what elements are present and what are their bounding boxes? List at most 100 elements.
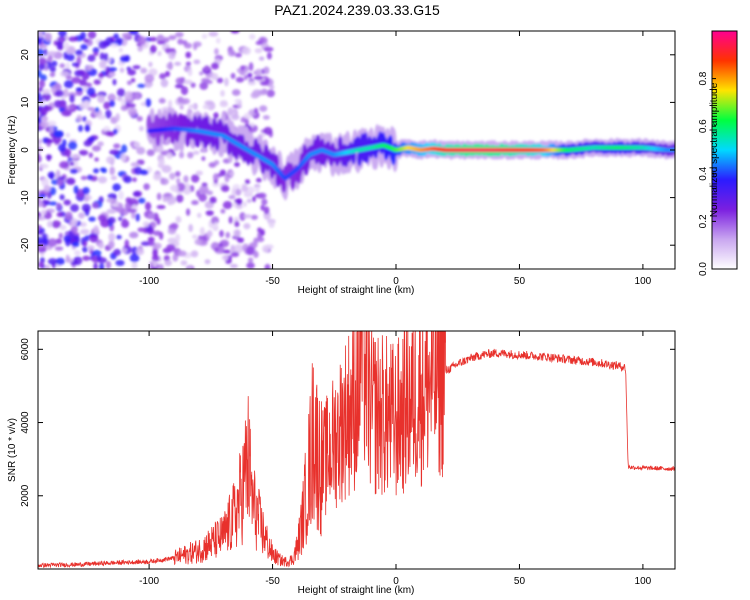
noise-blob xyxy=(215,37,221,44)
noise-blob xyxy=(128,31,139,36)
spectrogram-y-tick-label: 20 xyxy=(20,49,31,61)
noise-blob xyxy=(214,247,220,252)
noise-blob xyxy=(87,245,95,250)
noise-blob xyxy=(229,263,238,269)
noise-blob xyxy=(131,262,138,269)
noise-blob xyxy=(190,250,199,258)
noise-blob xyxy=(242,201,247,208)
noise-blob xyxy=(175,77,184,85)
noise-blob xyxy=(239,212,246,221)
noise-blob xyxy=(97,94,106,104)
ridge-mid xyxy=(155,131,161,147)
noise-blob xyxy=(91,202,99,209)
ridge-mid xyxy=(210,132,216,148)
noise-blob xyxy=(191,174,200,183)
noise-blob xyxy=(239,65,246,71)
noise-blob xyxy=(99,262,105,269)
noise-blob xyxy=(42,237,50,246)
noise-blob xyxy=(46,120,57,127)
snr-x-ticks: -100 -50 0 50 100 xyxy=(139,331,652,587)
noise-blob xyxy=(161,164,172,173)
noise-blob xyxy=(38,111,41,118)
noise-blob xyxy=(76,114,83,123)
noise-blob xyxy=(221,254,229,261)
noise-blob xyxy=(116,37,124,44)
spectrogram-y-tick-label: 10 xyxy=(20,96,31,108)
noise-blob xyxy=(108,232,116,242)
noise-blob xyxy=(239,70,246,76)
noise-blob xyxy=(107,208,114,214)
noise-blob xyxy=(247,72,253,78)
noise-blob xyxy=(204,259,211,265)
noise-blob xyxy=(214,48,219,55)
noise-blob xyxy=(63,199,72,206)
noise-blob xyxy=(159,73,167,80)
colorbar-tick-label: 0.6 xyxy=(698,119,709,133)
noise-blob xyxy=(116,96,123,102)
noise-blob xyxy=(174,84,184,89)
noise-blob xyxy=(187,265,193,269)
spectrogram-y-axis-label: Frequency (Hz) xyxy=(7,116,18,185)
noise-blob xyxy=(158,263,164,269)
noise-blob xyxy=(164,259,172,267)
noise-blob xyxy=(193,59,201,65)
noise-blob xyxy=(41,92,51,102)
noise-blob xyxy=(113,128,118,135)
noise-blob xyxy=(216,77,224,84)
noise-blob xyxy=(70,218,78,227)
noise-blob xyxy=(46,139,53,144)
noise-blob xyxy=(126,80,132,86)
noise-blob xyxy=(58,143,66,152)
noise-blob xyxy=(83,85,88,93)
noise-blob xyxy=(175,233,181,242)
noise-blob xyxy=(151,254,160,262)
noise-blob xyxy=(135,213,140,222)
noise-blob xyxy=(111,202,119,208)
noise-blob xyxy=(63,41,70,51)
noise-blob xyxy=(78,149,89,156)
noise-blob xyxy=(49,66,57,73)
noise-blob xyxy=(136,247,145,256)
noise-blob xyxy=(105,109,112,119)
noise-blob xyxy=(221,184,230,193)
noise-blob xyxy=(230,72,236,80)
noise-blob xyxy=(129,253,140,263)
ridge-mid xyxy=(214,135,220,151)
noise-blob xyxy=(167,227,177,235)
noise-blob xyxy=(259,105,268,112)
noise-blob xyxy=(194,238,203,246)
noise-blob xyxy=(63,88,69,98)
noise-blob xyxy=(205,210,214,216)
noise-blob xyxy=(59,161,70,169)
noise-blob xyxy=(40,121,50,128)
noise-blob xyxy=(251,195,256,203)
noise-blob xyxy=(160,178,169,186)
noise-blob xyxy=(85,65,93,72)
noise-blob xyxy=(124,91,134,100)
noise-blob xyxy=(71,62,80,67)
noise-blob xyxy=(94,107,100,113)
noise-blob xyxy=(79,228,90,235)
noise-blob xyxy=(69,94,75,103)
spectrogram-heatmap xyxy=(38,31,675,269)
noise-blob xyxy=(109,149,119,155)
noise-blob xyxy=(253,107,259,114)
noise-blob xyxy=(53,130,63,138)
noise-blob xyxy=(137,83,146,88)
spectrogram-y-ticks: -20 -10 0 10 20 xyxy=(20,49,675,252)
noise-blob xyxy=(38,163,49,169)
noise-blob xyxy=(101,168,108,174)
noise-blob xyxy=(93,168,100,174)
noise-blob xyxy=(103,101,111,110)
noise-blob xyxy=(68,36,78,42)
snr-x-axis-label: Height of straight line (km) xyxy=(298,585,415,596)
noise-blob xyxy=(130,162,140,167)
noise-blob xyxy=(132,191,141,197)
noise-blob xyxy=(38,216,46,221)
spectrogram-y-tick-label: -10 xyxy=(20,190,31,205)
noise-blob xyxy=(94,157,99,162)
colorbar-tick-label: 0.4 xyxy=(698,166,709,180)
noise-blob xyxy=(177,250,187,257)
noise-blob xyxy=(136,115,143,122)
noise-blob xyxy=(187,151,194,159)
